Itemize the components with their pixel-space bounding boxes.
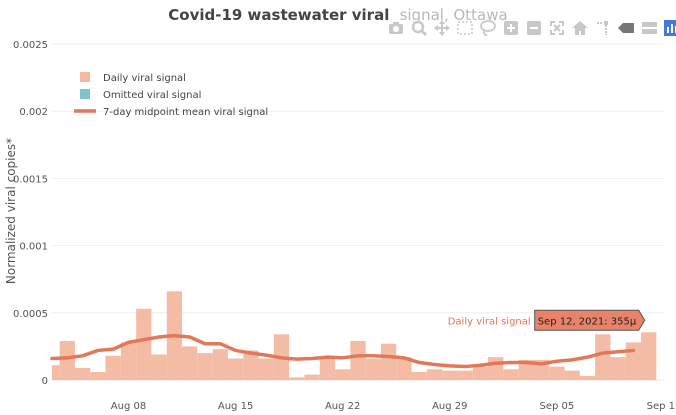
daily-bar[interactable] (518, 359, 534, 380)
daily-bar[interactable] (564, 370, 580, 380)
daily-bar[interactable] (595, 334, 611, 380)
daily-bar[interactable] (227, 358, 244, 380)
daily-bar[interactable] (182, 346, 198, 380)
daily-bar[interactable] (503, 369, 519, 380)
daily-bar[interactable] (335, 369, 351, 380)
daily-bars[interactable] (52, 291, 657, 380)
daily-bar[interactable] (350, 341, 366, 380)
daily-bar[interactable] (289, 377, 305, 380)
x-tick-label: Sep 12 (647, 401, 676, 412)
daily-bar[interactable] (625, 342, 642, 380)
daily-bar[interactable] (365, 358, 381, 380)
legend-label: Omitted viral signal (103, 90, 201, 101)
x-axis-ticks: Aug 08 Aug 15 Aug 22 Aug 29 Sep 05 Sep 12 (111, 401, 676, 412)
legend[interactable]: Daily viral signal Omitted viral signal 7-… (74, 72, 268, 118)
zoom-icon[interactable] (409, 18, 429, 38)
y-tick-label: 0.002 (19, 107, 48, 118)
autoscale-icon[interactable] (547, 18, 567, 38)
legend-item[interactable]: 7-day midpoint mean viral signal (74, 107, 268, 118)
daily-bar[interactable] (52, 365, 60, 380)
x-tick-label: Aug 15 (218, 401, 253, 412)
x-tick-label: Aug 29 (432, 401, 467, 412)
mean-line-group[interactable] (50, 333, 636, 369)
daily-bar[interactable] (457, 370, 473, 380)
x-tick-label: Sep 05 (540, 401, 575, 412)
reset-axes-icon[interactable] (570, 18, 590, 38)
mean-line[interactable] (50, 333, 636, 369)
daily-bar[interactable] (488, 357, 504, 380)
daily-bar[interactable] (136, 308, 152, 380)
daily-bar[interactable] (212, 349, 228, 380)
daily-bar[interactable] (396, 357, 412, 380)
y-tick-label: 0.0025 (13, 40, 48, 51)
daily-bar[interactable] (319, 357, 336, 380)
chart-title: Covid-19 wastewater viral signal, Ottawa (168, 6, 507, 24)
daily-bar[interactable] (90, 371, 106, 380)
daily-bar[interactable] (426, 369, 443, 380)
hover-trace-label: Daily viral signal (448, 316, 531, 327)
legend-item[interactable]: Omitted viral signal (80, 89, 201, 101)
daily-bar[interactable] (380, 343, 397, 380)
daily-bar[interactable] (74, 367, 91, 380)
legend-label: 7-day midpoint mean viral signal (103, 107, 268, 118)
y-tick-label: 0.0015 (13, 174, 48, 185)
y-tick-label: 0 (42, 376, 48, 387)
chart-title-dark: Covid-19 wastewater viral (168, 6, 389, 24)
daily-bar[interactable] (549, 366, 565, 380)
lasso-icon[interactable] (478, 18, 498, 38)
y-tick-label: 0.001 (19, 242, 48, 253)
spike-lines-icon[interactable] (593, 18, 613, 38)
daily-bar[interactable] (243, 350, 259, 380)
daily-bar[interactable] (120, 342, 137, 380)
modebar[interactable] (386, 18, 676, 38)
chart-title-light: signal, Ottawa (400, 6, 508, 24)
x-tick-label: Aug 08 (111, 401, 146, 412)
daily-bar[interactable] (59, 341, 75, 380)
zoom-in-icon[interactable] (501, 18, 521, 38)
daily-bar[interactable] (258, 358, 274, 380)
camera-icon[interactable] (386, 18, 406, 38)
legend-swatch (80, 89, 90, 99)
x-tick-label: Aug 22 (325, 401, 360, 412)
hover-tooltip: Sep 12, 2021: 355µ Daily viral signal (448, 309, 646, 331)
box-select-icon[interactable] (455, 18, 475, 38)
y-axis-ticks: 0 0.0005 0.001 0.0015 0.002 0.0025 (13, 40, 48, 387)
daily-bar[interactable] (411, 371, 427, 380)
legend-item[interactable]: Daily viral signal (80, 72, 186, 84)
hover-compare-icon[interactable] (639, 18, 659, 38)
legend-label: Daily viral signal (103, 73, 186, 84)
legend-swatch (80, 72, 90, 82)
hover-box (534, 309, 646, 331)
daily-bar[interactable] (641, 332, 657, 380)
hover-text: Sep 12, 2021: 355µ (538, 316, 637, 327)
daily-bar[interactable] (105, 355, 121, 380)
daily-bar[interactable] (442, 370, 458, 380)
zoom-out-icon[interactable] (524, 18, 544, 38)
daily-bar[interactable] (197, 353, 213, 380)
hover-closest-icon[interactable] (616, 18, 636, 38)
y-tick-label: 0.0005 (13, 309, 48, 320)
plotly-logo-icon[interactable] (662, 18, 676, 38)
daily-bar[interactable] (610, 357, 626, 380)
daily-bar[interactable] (151, 354, 167, 380)
y-axis-label: Normalized viral copies* (4, 138, 18, 284)
daily-bar[interactable] (579, 375, 596, 380)
daily-bar[interactable] (472, 366, 489, 380)
pan-icon[interactable] (432, 18, 452, 38)
daily-bar[interactable] (304, 374, 320, 380)
